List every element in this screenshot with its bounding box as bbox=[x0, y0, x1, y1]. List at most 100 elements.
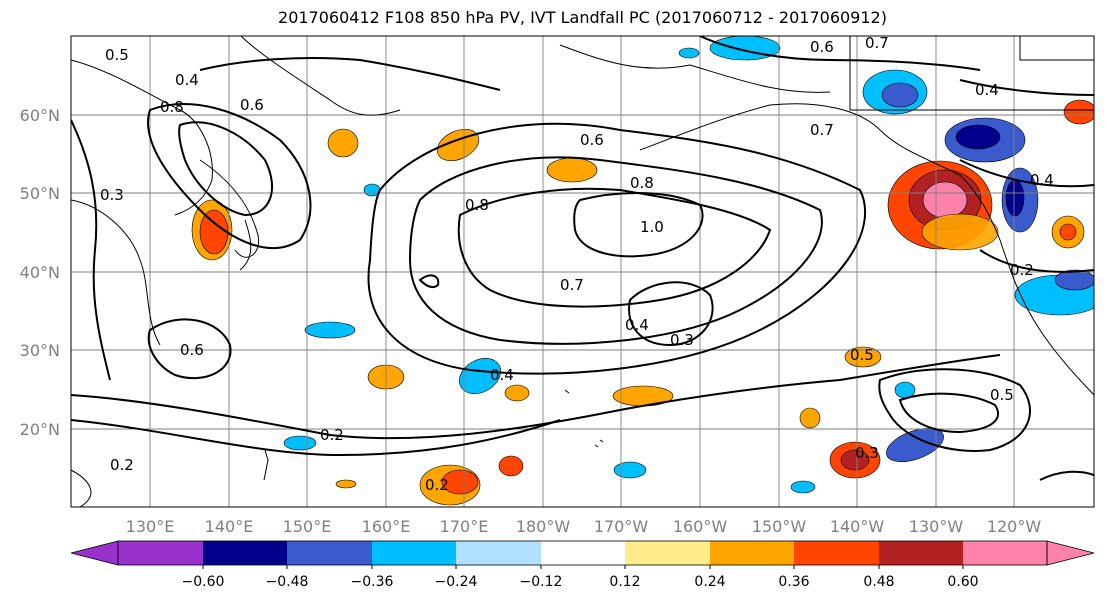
colorbar-tick-label: −0.60 bbox=[182, 574, 225, 590]
shade-positive bbox=[199, 209, 229, 255]
colorbar-min-arrow bbox=[70, 540, 119, 566]
colorbar-swatch bbox=[372, 541, 456, 565]
shading-layer bbox=[191, 36, 1094, 506]
contour-label: 1.0 bbox=[640, 218, 664, 236]
contour-label: 0.2 bbox=[320, 426, 344, 444]
lat-label: 20°N bbox=[20, 420, 60, 439]
shade-negative bbox=[894, 381, 916, 399]
shade-negative bbox=[459, 358, 501, 394]
shade-positive bbox=[441, 469, 479, 495]
contour-label-group: 0.5 0.4 0.6 0.8 0.3 0.6 0.8 1.0 0.7 0.4 … bbox=[100, 34, 1054, 494]
lon-label: 160°W bbox=[673, 517, 728, 536]
shade-positive bbox=[844, 346, 882, 368]
lon-label: 140°E bbox=[205, 517, 254, 536]
contour-lines bbox=[71, 36, 1094, 481]
shade-positive bbox=[921, 213, 999, 251]
contour-label: 0.3 bbox=[855, 444, 879, 462]
lat-label: 60°N bbox=[20, 106, 60, 125]
shade-positive bbox=[1063, 99, 1094, 125]
colorbar-tick-label: 0.48 bbox=[863, 574, 894, 590]
lon-label: 160°E bbox=[362, 517, 411, 536]
colorbar-tick-label: −0.12 bbox=[520, 574, 563, 590]
contour-label: 0.7 bbox=[560, 276, 584, 294]
lon-label: 130°E bbox=[126, 517, 175, 536]
shade-negative bbox=[304, 321, 356, 339]
colorbar: −0.60 −0.48 −0.36 −0.24 −0.12 0.12 0.24 … bbox=[70, 540, 1095, 590]
shade-positive bbox=[504, 384, 530, 402]
shade-positive bbox=[327, 128, 359, 158]
shade-positive bbox=[1059, 223, 1077, 241]
shade-positive bbox=[335, 479, 357, 489]
lon-label: 120°W bbox=[987, 517, 1042, 536]
colorbar-swatch bbox=[710, 541, 794, 565]
shade-negative bbox=[613, 461, 647, 479]
contour-label: 0.6 bbox=[240, 96, 264, 114]
lon-label: 170°W bbox=[594, 517, 649, 536]
contour-label: 0.8 bbox=[465, 196, 489, 214]
colorbar-swatch bbox=[794, 541, 879, 565]
colorbar-swatch bbox=[456, 541, 541, 565]
map-title: 2017060412 F108 850 hPa PV, IVT Landfall… bbox=[278, 8, 887, 27]
shade-negative bbox=[881, 82, 919, 108]
contour-label: 0.2 bbox=[110, 456, 134, 474]
shade-negative bbox=[709, 36, 781, 61]
lon-label: 130°W bbox=[909, 517, 964, 536]
contour-label: 0.2 bbox=[425, 476, 449, 494]
colorbar-tick-label: −0.48 bbox=[266, 574, 309, 590]
lon-label: 170°E bbox=[440, 517, 489, 536]
shade-positive bbox=[840, 449, 870, 471]
shade-positive bbox=[922, 181, 968, 219]
shade-negative bbox=[1054, 269, 1094, 291]
shade-negative bbox=[1005, 179, 1025, 217]
contour-label: 0.4 bbox=[1030, 171, 1054, 189]
colorbar-swatch bbox=[203, 541, 287, 565]
lat-label: 30°N bbox=[20, 341, 60, 360]
contour-label: 0.4 bbox=[490, 366, 514, 384]
shade-negative bbox=[678, 47, 700, 59]
colorbar-tick-label: −0.36 bbox=[351, 574, 394, 590]
contour-label: 0.7 bbox=[810, 121, 834, 139]
shade-positive bbox=[546, 157, 598, 183]
shade-positive bbox=[799, 407, 821, 429]
colorbar-swatch bbox=[963, 541, 1047, 565]
lon-label: 150°W bbox=[752, 517, 807, 536]
contour-label: 0.5 bbox=[990, 386, 1014, 404]
shade-negative bbox=[955, 124, 1001, 150]
contour-label: 0.8 bbox=[160, 98, 184, 116]
shade-negative bbox=[886, 428, 944, 462]
contour-label: 0.4 bbox=[975, 81, 999, 99]
colorbar-swatch bbox=[118, 541, 203, 565]
lat-label: 40°N bbox=[20, 263, 60, 282]
colorbar-tick-label: 0.36 bbox=[778, 574, 809, 590]
contour-label: 0.7 bbox=[865, 34, 889, 52]
colorbar-max-arrow bbox=[1046, 540, 1095, 566]
contour-label: 0.5 bbox=[850, 346, 874, 364]
colorbar-tick-label: 0.12 bbox=[609, 574, 640, 590]
contour-label: 0.2 bbox=[1010, 261, 1034, 279]
map-frame bbox=[70, 35, 1095, 508]
lat-label: 50°N bbox=[20, 184, 60, 203]
contour-label: 0.6 bbox=[180, 341, 204, 359]
shade-negative bbox=[790, 480, 816, 494]
lon-axis: 130°E 140°E 150°E 160°E 170°E 180°W 170°… bbox=[126, 517, 1042, 536]
colorbar-tick-label: −0.24 bbox=[435, 574, 478, 590]
contour-label: 0.3 bbox=[670, 331, 694, 349]
lon-label: 140°W bbox=[830, 517, 885, 536]
colorbar-tick-label: 0.24 bbox=[694, 574, 725, 590]
lat-axis: 60°N 50°N 40°N 30°N 20°N bbox=[20, 106, 60, 439]
contour-label: 0.4 bbox=[625, 316, 649, 334]
colorbar-swatch bbox=[541, 541, 625, 565]
lon-label: 150°E bbox=[283, 517, 332, 536]
contour-label: 0.8 bbox=[630, 174, 654, 192]
colorbar-tick-label: 0.60 bbox=[947, 574, 978, 590]
colorbar-swatch bbox=[625, 541, 710, 565]
contour-label: 0.4 bbox=[175, 71, 199, 89]
colorbar-swatch bbox=[879, 541, 963, 565]
shade-negative bbox=[283, 435, 317, 451]
contour-label: 0.3 bbox=[100, 186, 124, 204]
contour-label: 0.5 bbox=[105, 46, 129, 64]
shade-positive bbox=[498, 455, 524, 477]
contour-label: 0.6 bbox=[580, 131, 604, 149]
contour-label: 0.6 bbox=[810, 38, 834, 56]
